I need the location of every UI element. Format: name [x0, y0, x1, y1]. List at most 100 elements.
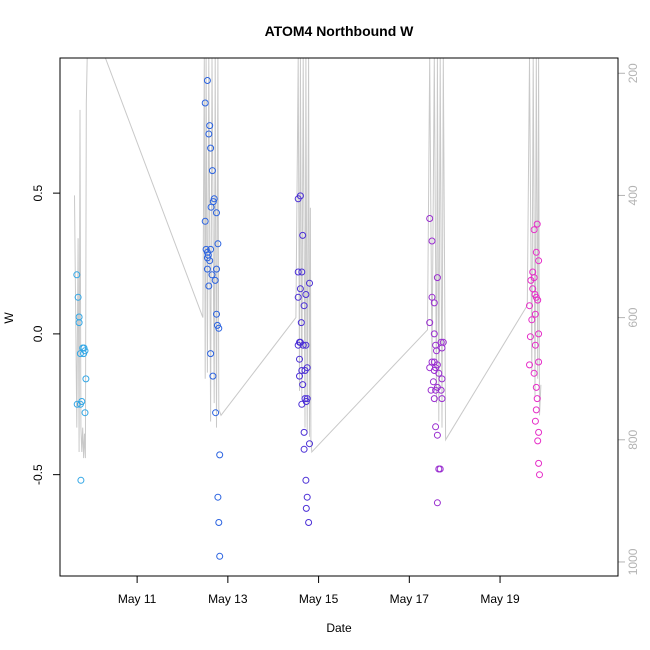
x-tick-label: May 17 [390, 592, 430, 606]
data-point [207, 350, 215, 358]
data-point [526, 361, 533, 369]
data-point [298, 268, 306, 276]
data-point [77, 476, 85, 484]
data-point [302, 291, 310, 298]
x-tick-label: May 13 [208, 592, 248, 606]
x-tick-label: May 15 [299, 592, 339, 606]
x-tick-label: May 19 [480, 592, 520, 606]
data-point [536, 471, 543, 479]
data-point [300, 428, 308, 436]
data-point [75, 319, 83, 327]
data-point [82, 375, 90, 383]
data-point [302, 504, 310, 512]
data-point [534, 437, 542, 445]
data-point [302, 476, 310, 484]
data-point [535, 330, 543, 338]
data-point [296, 285, 304, 293]
data-point [432, 341, 440, 349]
data-point [205, 282, 213, 290]
data-point [426, 319, 434, 327]
y-axis-label: W [2, 312, 16, 324]
data-point [299, 381, 307, 389]
points-layer [73, 77, 543, 560]
data-point [215, 324, 223, 332]
data-point [213, 209, 220, 217]
data-point [526, 302, 533, 310]
data-point [433, 274, 441, 282]
data-point [206, 122, 214, 130]
data-point [535, 459, 543, 467]
data-point [207, 144, 215, 152]
data-point [300, 302, 308, 310]
data-point [528, 316, 536, 324]
y-tick-label: 0.5 [31, 184, 45, 201]
pressure-layer [74, 58, 542, 459]
data-point [532, 248, 540, 256]
data-point [211, 276, 219, 284]
data-point [76, 400, 84, 408]
data-point [205, 130, 213, 138]
y-tick-label: 0.0 [31, 325, 45, 342]
data-point [428, 293, 436, 301]
right-tick-label: 400 [626, 185, 640, 205]
data-point [81, 409, 89, 417]
data-point [531, 341, 539, 349]
data-point [296, 192, 304, 200]
data-point [306, 279, 313, 287]
data-point [530, 369, 538, 377]
data-point [296, 372, 303, 380]
right-tick-label: 200 [626, 63, 640, 83]
data-point [216, 552, 224, 560]
data-point [306, 440, 313, 448]
data-point [526, 333, 534, 341]
data-point [535, 257, 543, 265]
data-point [294, 268, 302, 276]
data-point [203, 265, 211, 273]
data-point [428, 358, 436, 366]
data-point [301, 367, 309, 374]
data-point [426, 215, 434, 222]
data-point [74, 293, 82, 301]
data-point [208, 167, 216, 175]
data-point [73, 271, 81, 279]
data-point [213, 265, 220, 273]
data-point [296, 355, 303, 363]
x-axis-label: Date [326, 621, 352, 635]
data-point [438, 344, 446, 352]
data-point [302, 341, 310, 349]
data-point [433, 431, 441, 439]
data-point [294, 293, 302, 301]
data-point [430, 395, 438, 403]
data-point [427, 386, 435, 394]
data-point [433, 499, 441, 507]
data-point [212, 409, 220, 417]
plot-frame [59, 57, 619, 577]
right-tick-label: 800 [626, 429, 640, 449]
data-point [300, 445, 308, 453]
data-point [432, 423, 440, 431]
data-point [535, 358, 543, 366]
data-point [435, 369, 443, 377]
data-point [210, 195, 218, 203]
data-point [214, 493, 222, 501]
data-point [532, 406, 540, 414]
data-point [533, 220, 541, 228]
data-point [303, 395, 311, 403]
data-point [532, 383, 540, 391]
data-point [530, 226, 538, 234]
data-point [436, 465, 444, 473]
data-point [207, 245, 215, 253]
data-point [533, 395, 541, 403]
right-tick-label: 600 [626, 307, 640, 327]
data-point [430, 330, 438, 338]
data-point [298, 400, 306, 408]
data-point [529, 285, 537, 293]
data-point [208, 271, 216, 279]
data-point [299, 231, 307, 239]
x-tick-label: May 11 [118, 592, 157, 606]
data-point [531, 417, 539, 425]
data-point [215, 519, 223, 526]
data-point [206, 257, 214, 265]
data-point [209, 372, 217, 380]
